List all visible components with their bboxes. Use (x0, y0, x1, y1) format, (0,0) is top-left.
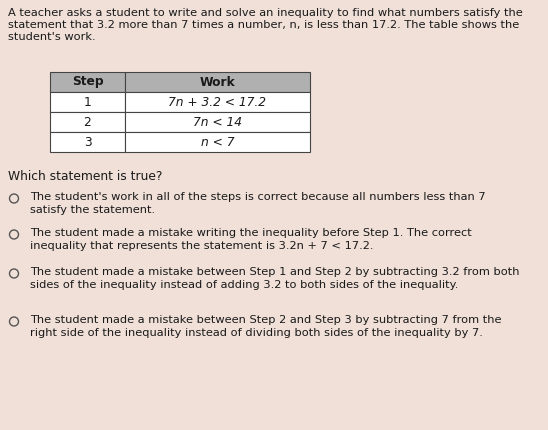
Bar (125, 112, 310, 132)
Bar (125, 92, 310, 112)
Text: satisfy the statement.: satisfy the statement. (30, 205, 155, 215)
Text: 7n < 14: 7n < 14 (193, 116, 242, 129)
Bar (125, 132, 310, 152)
Text: Which statement is true?: Which statement is true? (8, 170, 162, 183)
Text: student's work.: student's work. (8, 32, 95, 42)
Text: The student made a mistake writing the inequality before Step 1. The correct: The student made a mistake writing the i… (30, 228, 472, 238)
Bar (50, 92, 125, 112)
Text: inequality that represents the statement is 3.2n + 7 < 17.2.: inequality that represents the statement… (30, 241, 374, 251)
Text: sides of the inequality instead of adding 3.2 to both sides of the inequality.: sides of the inequality instead of addin… (30, 280, 458, 290)
Text: n < 7: n < 7 (201, 135, 234, 148)
Text: The student made a mistake between Step 2 and Step 3 by subtracting 7 from the: The student made a mistake between Step … (30, 315, 501, 325)
Text: 7n + 3.2 < 17.2: 7n + 3.2 < 17.2 (168, 95, 266, 108)
Text: Work: Work (199, 76, 236, 89)
Bar (50, 112, 125, 132)
Text: statement that 3.2 more than 7 times a number, n, is less than 17.2. The table s: statement that 3.2 more than 7 times a n… (8, 20, 520, 30)
Text: The student made a mistake between Step 1 and Step 2 by subtracting 3.2 from bot: The student made a mistake between Step … (30, 267, 520, 277)
Text: right side of the inequality instead of dividing both sides of the inequality by: right side of the inequality instead of … (30, 328, 483, 338)
Bar (50, 132, 125, 152)
Text: A teacher asks a student to write and solve an inequality to find what numbers s: A teacher asks a student to write and so… (8, 8, 523, 18)
Text: The student's work in all of the steps is correct because all numbers less than : The student's work in all of the steps i… (30, 192, 486, 202)
Text: 3: 3 (84, 135, 92, 148)
Text: Step: Step (72, 76, 104, 89)
Bar (125, 72, 310, 92)
Text: 1: 1 (84, 95, 92, 108)
Text: 2: 2 (84, 116, 92, 129)
Bar (50, 72, 125, 92)
